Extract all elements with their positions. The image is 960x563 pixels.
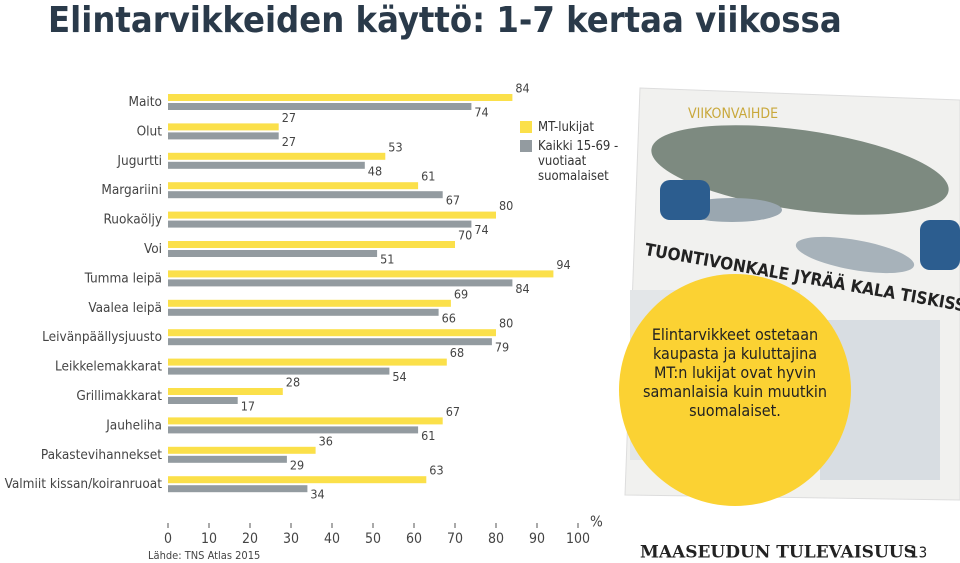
legend-swatch — [520, 121, 532, 133]
value-label: 80 — [499, 316, 513, 331]
bar — [168, 299, 451, 307]
value-label: 70 — [458, 228, 472, 243]
x-unit: % — [590, 513, 603, 531]
category-label: Maito — [129, 94, 163, 110]
bar — [168, 279, 513, 287]
value-label: 53 — [388, 139, 402, 154]
bar — [168, 123, 279, 131]
x-tick-label: 60 — [406, 531, 422, 547]
publication: MAASEUDUN TULEVAISUUS — [640, 543, 916, 563]
callout: Elintarvikkeet ostetaan kaupasta ja kulu… — [642, 325, 828, 420]
value-label: 80 — [499, 198, 513, 213]
category-label: Voi — [144, 241, 162, 257]
sidebar-image — [619, 87, 960, 506]
legend-label: Kaikki 15-69 -vuotiaat suomalaiset — [538, 139, 619, 184]
value-label: 74 — [474, 105, 488, 120]
category-label: Jugurtti — [116, 153, 162, 169]
value-label: 69 — [454, 286, 468, 301]
category-label: Ruokaöljy — [103, 212, 162, 228]
value-label: 27 — [282, 134, 296, 149]
bar — [168, 250, 378, 257]
legend-item: Kaikki 15-69 -vuotiaat suomalaiset — [520, 139, 628, 184]
x-tick-label: 50 — [365, 531, 381, 547]
bar — [168, 338, 492, 346]
value-label: 48 — [368, 163, 382, 178]
bar — [168, 367, 390, 375]
legend-item: MT-lukijat — [520, 120, 628, 135]
sidebar-section: VIIKONVAIHDE — [688, 106, 778, 122]
bar — [168, 358, 447, 366]
value-label: 17 — [241, 399, 255, 414]
legend-swatch — [520, 140, 532, 152]
bar — [168, 417, 443, 425]
category-label: Vaalea leipä — [88, 300, 162, 316]
bar — [168, 485, 308, 493]
category-label: Leivänpäällysjuusto — [42, 329, 162, 345]
value-label: 27 — [282, 110, 296, 125]
source: Lähde: TNS Atlas 2015 — [148, 549, 260, 562]
value-label: 34 — [310, 487, 324, 502]
category-label: Margariini — [101, 182, 162, 198]
category-label: Pakastevihannekset — [41, 447, 162, 463]
value-label: 68 — [450, 345, 464, 360]
bar — [168, 161, 365, 169]
legend: MT-lukijat Kaikki 15-69 -vuotiaat suomala… — [520, 120, 628, 188]
category-label: Valmiit kissan/koiranruoat — [5, 476, 163, 492]
x-tick-label: 30 — [283, 531, 299, 547]
bar — [168, 241, 455, 248]
x-tick-label: 90 — [529, 531, 545, 547]
bar — [168, 191, 443, 199]
value-label: 84 — [515, 81, 529, 96]
value-label: 61 — [421, 169, 435, 184]
bar — [168, 182, 419, 190]
value-label: 63 — [429, 463, 443, 478]
x-tick-label: 80 — [488, 531, 504, 547]
bar — [168, 132, 279, 140]
x-tick-label: 100 — [566, 531, 590, 547]
bar — [168, 446, 316, 454]
category-label: Leikkelemakkarat — [55, 359, 162, 375]
legend-label: MT-lukijat — [538, 120, 594, 135]
category-label: Olut — [137, 123, 163, 139]
value-label: 29 — [290, 457, 304, 472]
value-label: 74 — [474, 222, 488, 237]
page-number: 13 — [910, 544, 927, 562]
bar — [168, 388, 283, 395]
value-label: 66 — [442, 310, 456, 325]
value-label: 79 — [495, 340, 509, 355]
value-label: 28 — [286, 375, 300, 390]
chart-title: Elintarvikkeiden käyttö: 1-7 kertaa viik… — [48, 0, 842, 41]
bar — [168, 152, 386, 160]
value-label: 94 — [556, 257, 570, 272]
x-tick-label: 70 — [447, 531, 463, 547]
bar — [168, 211, 496, 219]
bar — [168, 397, 238, 404]
value-label: 36 — [319, 433, 333, 448]
bar — [168, 329, 496, 337]
value-label: 84 — [515, 281, 529, 296]
bar — [168, 220, 472, 228]
bar — [168, 426, 419, 434]
bar — [168, 103, 472, 110]
x-tick-label: 0 — [164, 531, 172, 547]
bar — [168, 94, 513, 101]
value-label: 51 — [380, 252, 394, 267]
bar — [168, 476, 427, 484]
bar — [168, 308, 439, 316]
value-label: 67 — [446, 193, 460, 208]
category-label: Tumma leipä — [84, 270, 162, 286]
value-label: 54 — [392, 369, 406, 384]
bar — [168, 270, 554, 278]
value-label: 61 — [421, 428, 435, 443]
x-tick-label: 20 — [242, 531, 258, 547]
category-label: Jauheliha — [105, 417, 162, 433]
bar — [168, 455, 287, 463]
value-label: 67 — [446, 404, 460, 419]
category-label: Grillimakkarat — [76, 388, 162, 404]
x-tick-label: 40 — [324, 531, 340, 547]
x-tick-label: 10 — [201, 531, 217, 547]
